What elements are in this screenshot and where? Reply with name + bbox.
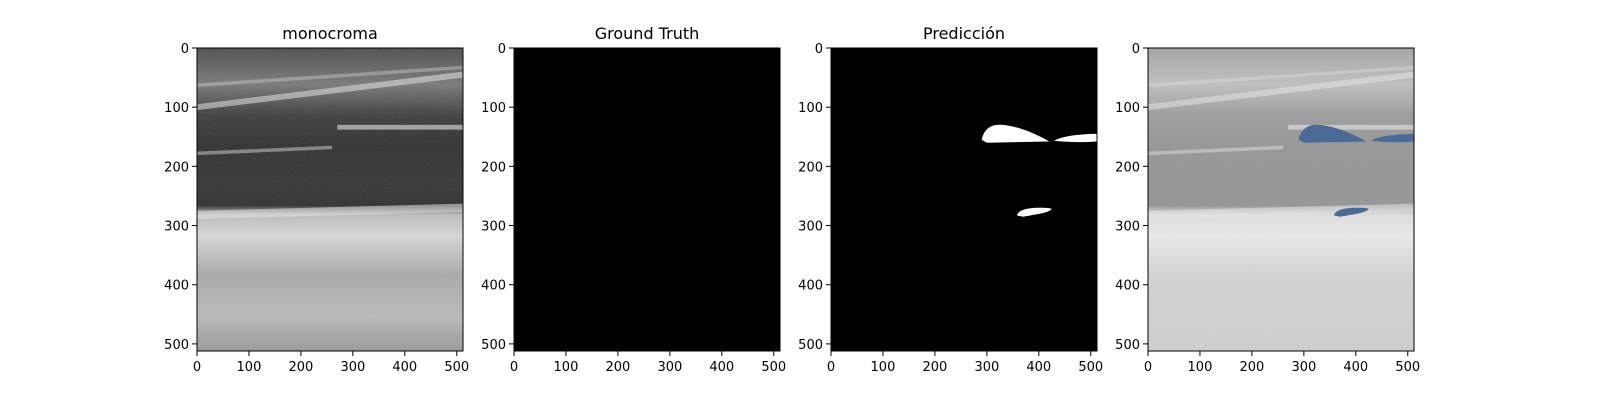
x-tick-label: 100: [554, 360, 579, 375]
x-tick-label: 100: [871, 360, 896, 375]
y-tick-label: 200: [798, 160, 823, 175]
axes-frame: [196, 47, 464, 352]
y-tick-label: 100: [481, 101, 506, 116]
x-tick-label: 300: [657, 360, 682, 375]
y-tick-label: 100: [1115, 101, 1140, 116]
speckle-noise: [197, 48, 463, 351]
y-tick-label: 500: [481, 338, 506, 353]
overlay-region-1: [1298, 124, 1367, 143]
mask-background: [831, 48, 1097, 351]
mask-background: [514, 48, 780, 351]
y-tick-label: 100: [798, 101, 823, 116]
x-tick-label: 200: [1239, 360, 1264, 375]
x-tick-label: 500: [761, 360, 786, 375]
axes-frame: [513, 47, 781, 352]
speckle-noise: [1148, 48, 1414, 351]
y-tick-label: 400: [1115, 279, 1140, 294]
y-tick-label: 300: [164, 220, 189, 235]
y-tick-label: 200: [481, 160, 506, 175]
predicted-region-1: [981, 124, 1050, 143]
y-tick-label: 300: [481, 220, 506, 235]
x-tick-label: 100: [237, 360, 262, 375]
axes-frame: [830, 47, 1098, 352]
predicted-region-3: [1017, 207, 1052, 217]
y-tick-label: 0: [181, 42, 189, 57]
x-tick-label: 0: [1144, 360, 1152, 375]
x-tick-label: 400: [1026, 360, 1051, 375]
panel-3: 0 100 200 300 400 500 0 100 200 300 400 500 Predicci…: [798, 24, 1103, 375]
x-tick-label: 400: [392, 360, 417, 375]
x-tick-label: 200: [922, 360, 947, 375]
y-tick-label: 0: [815, 42, 823, 57]
y-tick-label: 400: [798, 279, 823, 294]
predicted-region-2: [1054, 133, 1097, 143]
panel-1: 0 100 200 300 400 500 0 100 200 300 400 500 monocrom…: [164, 24, 469, 375]
x-tick-label: 400: [1343, 360, 1368, 375]
panel-4: 0 100 200 300 400 500 0 100 200 300 400 500: [1115, 42, 1420, 375]
x-tick-label: 300: [1291, 360, 1316, 375]
y-tick-label: 500: [798, 338, 823, 353]
x-tick-label: 0: [193, 360, 201, 375]
x-tick-label: 400: [709, 360, 734, 375]
y-tick-label: 400: [481, 279, 506, 294]
y-tick-label: 300: [798, 220, 823, 235]
y-tick-label: 100: [164, 101, 189, 116]
x-tick-label: 300: [340, 360, 365, 375]
overlay-region-3: [1334, 207, 1369, 217]
panel-title: Predicción: [923, 24, 1005, 43]
x-tick-label: 300: [974, 360, 999, 375]
x-tick-label: 500: [1078, 360, 1103, 375]
y-tick-label: 400: [164, 279, 189, 294]
y-tick-label: 300: [1115, 220, 1140, 235]
y-tick-label: 0: [1132, 42, 1140, 57]
x-tick-label: 100: [1188, 360, 1213, 375]
panel-2: 0 100 200 300 400 500 0 100 200 300 400 500 Ground T…: [481, 24, 786, 375]
panel-title: Ground Truth: [595, 24, 700, 43]
y-tick-label: 500: [1115, 338, 1140, 353]
x-tick-label: 0: [510, 360, 518, 375]
overlay-region-2: [1371, 133, 1414, 143]
y-tick-label: 0: [498, 42, 506, 57]
axes-frame: [1147, 47, 1415, 352]
x-tick-label: 500: [1395, 360, 1420, 375]
x-tick-label: 500: [444, 360, 469, 375]
x-tick-label: 200: [605, 360, 630, 375]
x-tick-label: 0: [827, 360, 835, 375]
x-tick-label: 200: [288, 360, 313, 375]
y-tick-label: 200: [164, 160, 189, 175]
y-tick-label: 500: [164, 338, 189, 353]
panel-title: monocroma: [282, 24, 378, 43]
y-tick-label: 200: [1115, 160, 1140, 175]
